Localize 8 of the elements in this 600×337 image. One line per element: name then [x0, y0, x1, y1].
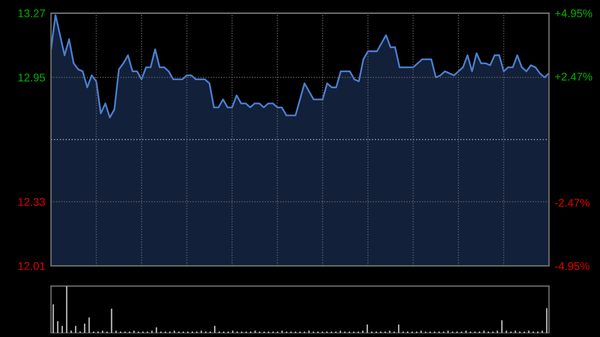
y2-tick-label: +2.47% [555, 72, 592, 81]
y-tick-label: 13.27 [18, 9, 45, 18]
y2-tick-label: -2.47% [555, 198, 590, 207]
y-tick-label: 12.95 [18, 74, 45, 82]
y2-tick-label: -4.95% [555, 262, 590, 270]
y-tick-label: 12.01 [18, 262, 45, 270]
y2-tick-label: +4.95% [555, 9, 592, 18]
y-tick-label: 12.33 [18, 198, 45, 206]
